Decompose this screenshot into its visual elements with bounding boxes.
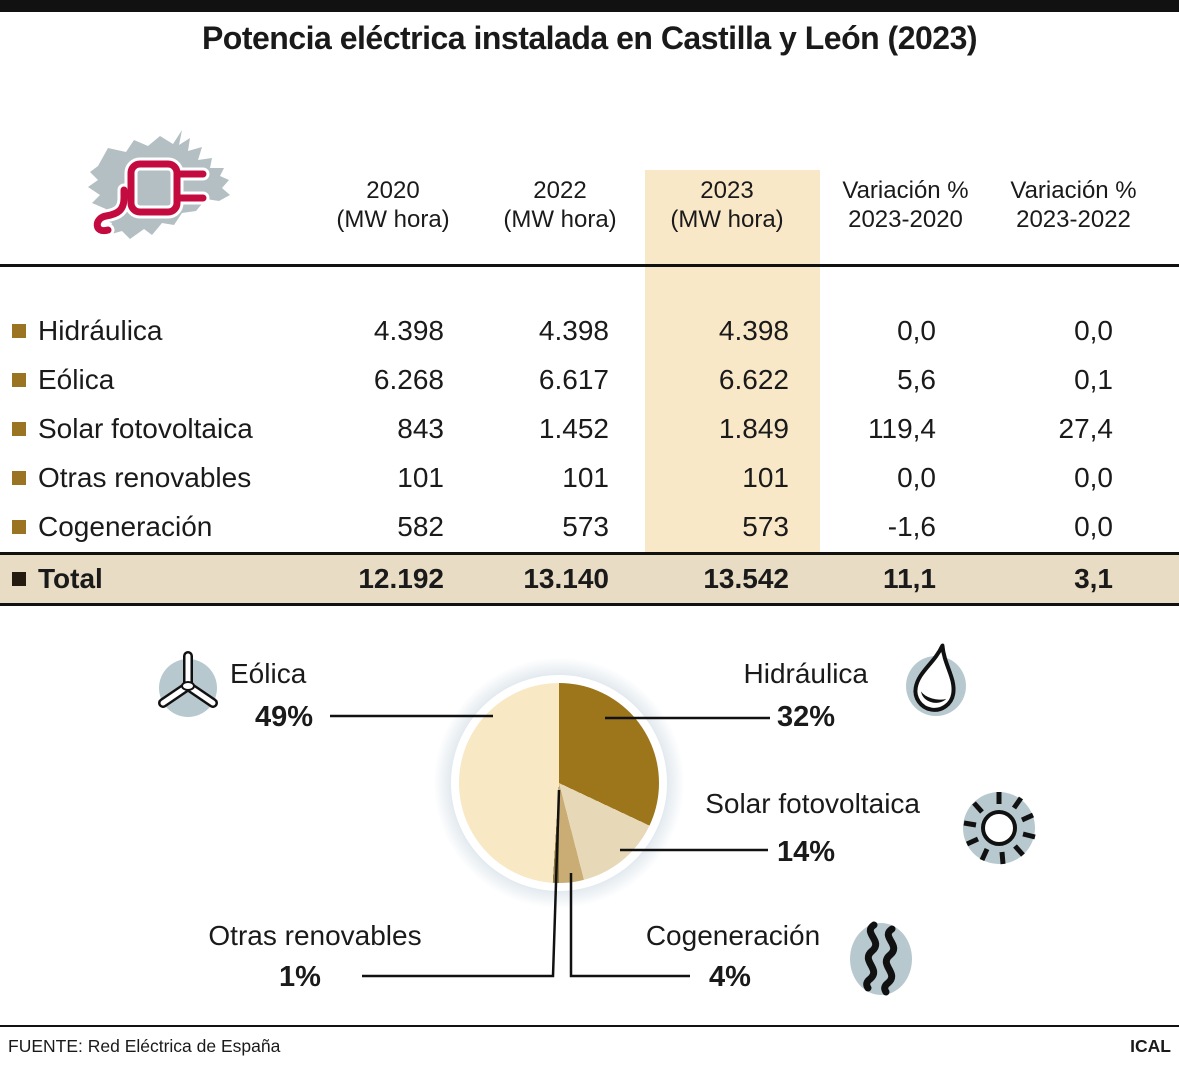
row-value: 573 <box>742 511 789 542</box>
row-bullet <box>12 471 26 485</box>
water-drop-icon <box>906 643 966 716</box>
row-bullet <box>12 422 26 436</box>
row-value: 101 <box>562 462 609 493</box>
header-line1: Variación % <box>1010 177 1137 204</box>
row-value: 0,0 <box>897 315 936 346</box>
header-line2: (MW hora) <box>336 206 450 233</box>
total-2023: 13.542 <box>703 563 789 594</box>
row-bullet <box>12 373 26 387</box>
row-value: -1,6 <box>887 511 936 542</box>
callout-solar-label: Solar fotovoltaica <box>705 788 920 819</box>
row-label: Eólica <box>38 364 115 395</box>
table-total-row: Total 12.192 13.140 13.542 11,1 3,1 <box>0 552 1179 606</box>
table-row: Cogeneración 582 573 573 -1,6 0,0 <box>0 502 1179 551</box>
row-value: 1.849 <box>718 413 789 444</box>
callout-otras-label: Otras renovables <box>208 920 422 951</box>
sun-icon <box>963 792 1036 865</box>
wind-turbine-icon <box>158 651 218 717</box>
row-value: 843 <box>397 413 444 444</box>
row-label: Cogeneración <box>38 511 213 542</box>
column-header-2022: 2022 (MW hora) <box>475 176 645 234</box>
row-value: 0,1 <box>1074 364 1113 395</box>
row-value: 5,6 <box>897 364 936 395</box>
footer-rule <box>0 1025 1179 1027</box>
callout-cogeneracion-label: Cogeneración <box>645 920 821 951</box>
row-value: 582 <box>397 511 444 542</box>
pie-chart <box>459 683 659 883</box>
total-label: Total <box>38 563 103 594</box>
row-value: 0,0 <box>897 462 936 493</box>
callout-solar-pct: 14% <box>776 836 835 868</box>
row-bullet <box>12 520 26 534</box>
table-rows: Hidráulica 4.398 4.398 4.398 0,0 0,0 Eólica 6.2… <box>0 306 1179 551</box>
row-value: 0,0 <box>1074 462 1113 493</box>
row-value: 27,4 <box>1058 413 1114 444</box>
callout-hidraulica-pct: 32% <box>776 701 835 733</box>
row-value: 6.617 <box>538 364 609 395</box>
header-line2: 2023-2022 <box>1016 206 1131 233</box>
row-value: 0,0 <box>1074 511 1113 542</box>
column-header-var-2023-2022: Variación % 2023-2022 <box>986 176 1161 234</box>
table-row: Hidráulica 4.398 4.398 4.398 0,0 0,0 <box>0 306 1179 355</box>
row-value: 4.398 <box>718 315 789 346</box>
source-text: FUENTE: Red Eléctrica de España <box>8 1036 281 1056</box>
row-value: 101 <box>397 462 444 493</box>
callout-eolica-label: Eólica <box>230 658 307 689</box>
column-header-2023: 2023 (MW hora) <box>642 176 812 234</box>
header-line1: 2022 <box>533 177 587 204</box>
row-label: Otras renovables <box>38 462 252 493</box>
row-label: Solar fotovoltaica <box>38 413 253 444</box>
row-value: 119,4 <box>868 413 936 444</box>
table-row: Solar fotovoltaica 843 1.452 1.849 119,4 27,4 <box>0 404 1179 453</box>
header-line2: 2023-2020 <box>848 206 963 233</box>
row-value: 4.398 <box>373 315 444 346</box>
column-header-var-2023-2020: Variación % 2023-2020 <box>818 176 993 234</box>
row-value: 4.398 <box>538 315 609 346</box>
total-2022: 13.140 <box>523 563 609 594</box>
header-line1: 2020 <box>366 177 420 204</box>
header-line1: 2023 <box>700 177 754 204</box>
page-title: Potencia eléctrica instalada en Castilla… <box>201 20 978 56</box>
total-2020: 12.192 <box>358 563 444 594</box>
total-var-2020: 11,1 <box>883 563 936 594</box>
row-value: 573 <box>562 511 609 542</box>
row-value: 6.268 <box>373 364 444 395</box>
table-row: Eólica 6.268 6.617 6.622 5,6 0,1 <box>0 355 1179 404</box>
callout-otras-pct: 1% <box>279 961 321 993</box>
steam-icon <box>850 921 912 996</box>
total-bullet <box>12 572 26 586</box>
row-value: 1.452 <box>538 413 609 444</box>
column-header-2020: 2020 (MW hora) <box>308 176 478 234</box>
row-label: Hidráulica <box>38 315 163 346</box>
callout-hidraulica-label: Hidráulica <box>743 658 869 689</box>
header-line2: (MW hora) <box>503 206 617 233</box>
castilla-y-leon-map-plug-icon <box>88 130 230 239</box>
header-line1: Variación % <box>842 177 969 204</box>
top-rule <box>0 0 1179 12</box>
total-var-2022: 3,1 <box>1074 563 1113 594</box>
row-value: 0,0 <box>1074 315 1113 346</box>
table-row: Otras renovables 101 101 101 0,0 0,0 <box>0 453 1179 502</box>
row-bullet <box>12 324 26 338</box>
row-value: 101 <box>742 462 789 493</box>
credit-text: ICAL <box>1130 1036 1171 1056</box>
callout-cogeneracion-pct: 4% <box>709 961 751 993</box>
header-rule <box>0 264 1179 267</box>
callout-eolica-pct: 49% <box>254 701 313 733</box>
row-value: 6.622 <box>718 364 789 395</box>
header-line2: (MW hora) <box>670 206 784 233</box>
highlight-2023-column <box>645 170 820 552</box>
